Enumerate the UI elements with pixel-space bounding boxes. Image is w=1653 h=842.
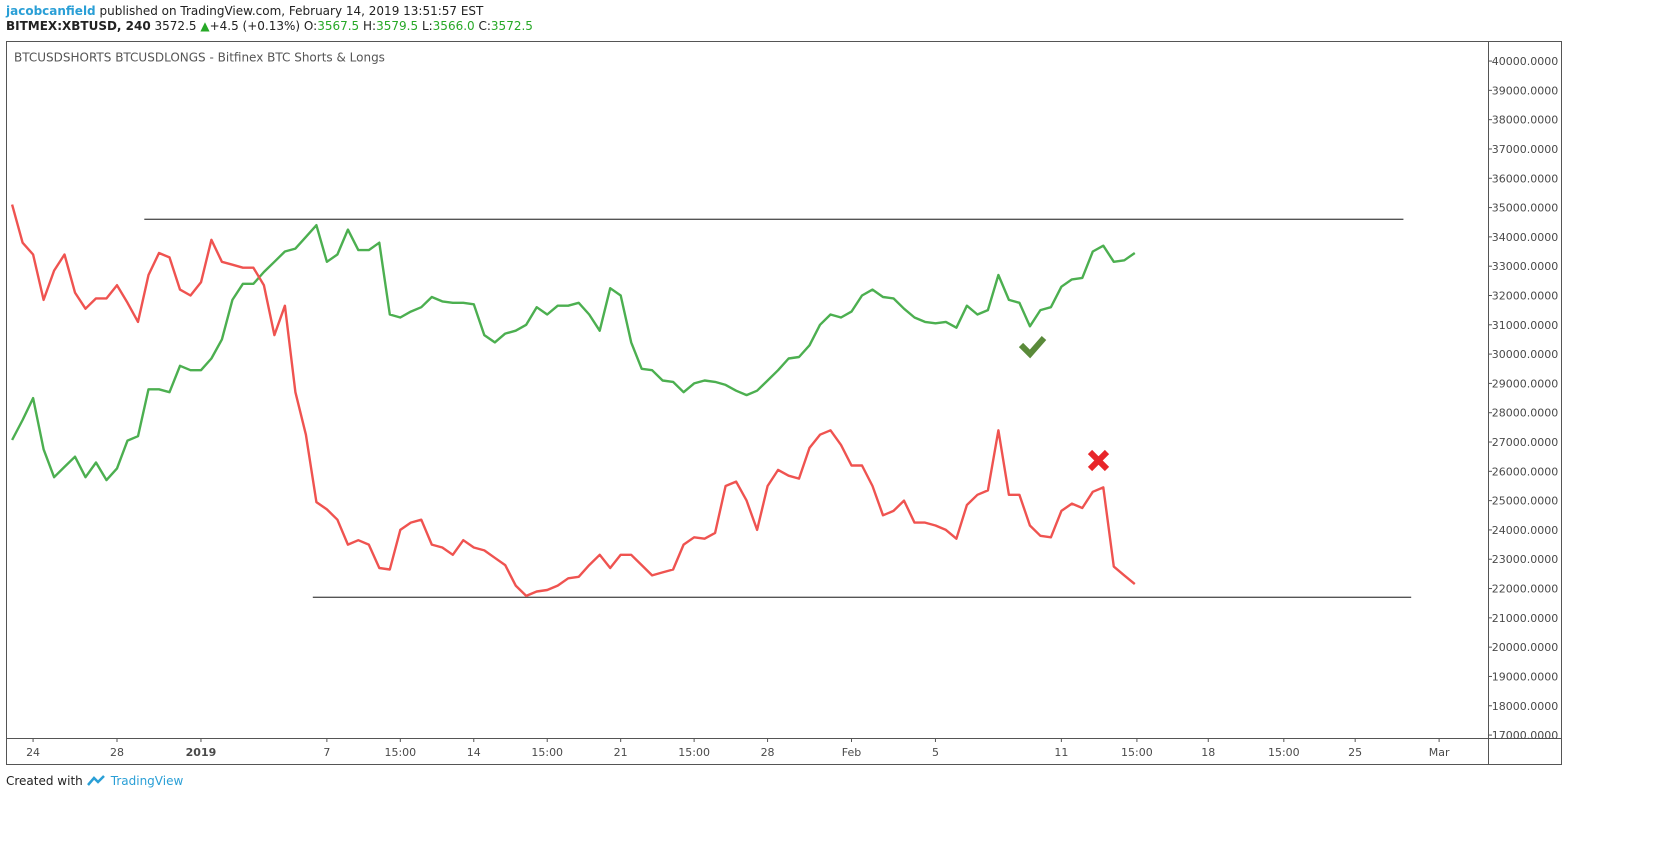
series-line <box>10 204 1136 598</box>
x-tick-label: 28 <box>110 746 124 759</box>
y-tick-label: 39000.0000 <box>1492 84 1558 97</box>
last-price: 3572.5 <box>154 19 197 33</box>
y-tick-label: 19000.0000 <box>1492 670 1558 683</box>
x-tick-label: 15:00 <box>531 746 563 759</box>
x-tick-label: 18 <box>1201 746 1215 759</box>
y-tick-label: 33000.0000 <box>1492 260 1558 273</box>
y-tick-label: 22000.0000 <box>1492 583 1558 596</box>
ohlc-label: C: <box>478 19 491 33</box>
y-tick-label: 36000.0000 <box>1492 172 1558 185</box>
x-tick-label: 7 <box>323 746 330 759</box>
y-tick-label: 20000.0000 <box>1492 641 1558 654</box>
x-tick-label: 28 <box>761 746 775 759</box>
change: +4.5 (+0.13%) <box>209 19 301 33</box>
author[interactable]: jacobcanfield <box>6 4 96 18</box>
cross-mark <box>1087 449 1110 472</box>
x-tick-label: Feb <box>842 746 861 759</box>
y-tick-label: 30000.0000 <box>1492 348 1558 361</box>
symbol-line: BITMEX:XBTUSD, 240 3572.5 ▲+4.5 (+0.13%)… <box>6 19 533 34</box>
plot-area <box>10 204 1412 598</box>
brand[interactable]: TradingView <box>110 774 184 788</box>
y-tick-label: 17000.0000 <box>1492 729 1558 742</box>
x-tick-label: 15:00 <box>678 746 710 759</box>
x-tick-label: 5 <box>932 746 939 759</box>
ohlc-label: O: <box>303 19 318 33</box>
ohlc-label: L: <box>421 19 433 33</box>
footer: Created with TradingView <box>6 774 183 788</box>
series-line <box>11 224 1136 482</box>
ohlc-value: 3566.0 <box>432 19 475 33</box>
y-tick-label: 34000.0000 <box>1492 231 1558 244</box>
x-tick-label: 15:00 <box>1121 746 1153 759</box>
x-tick-label: 2019 <box>186 746 217 759</box>
y-tick-label: 21000.0000 <box>1492 612 1558 625</box>
x-tick-label: 11 <box>1054 746 1068 759</box>
x-tick-label: 25 <box>1348 746 1362 759</box>
ohlc-value: 3572.5 <box>490 19 533 33</box>
ohlc-label: H: <box>363 19 377 33</box>
ohlc: O:3567.5 H:3579.5 L:3566.0 C:3572.5 <box>304 19 533 33</box>
y-tick-label: 32000.0000 <box>1492 289 1558 302</box>
header: jacobcanfield published on TradingView.c… <box>6 4 533 34</box>
x-tick-label: 15:00 <box>384 746 416 759</box>
y-tick-label: 18000.0000 <box>1492 700 1558 713</box>
y-tick-label: 23000.0000 <box>1492 553 1558 566</box>
frame <box>6 41 1562 765</box>
check-mark <box>1018 336 1047 359</box>
y-tick-label: 24000.0000 <box>1492 524 1558 537</box>
y-tick-label: 31000.0000 <box>1492 319 1558 332</box>
x-tick-label: 21 <box>614 746 628 759</box>
ohlc-value: 3567.5 <box>317 19 360 33</box>
symbol: BITMEX:XBTUSD, 240 <box>6 19 151 33</box>
x-tick-label: 14 <box>467 746 481 759</box>
chart-title: BTCUSDSHORTS BTCUSDLONGS - Bitfinex BTC … <box>14 51 385 65</box>
arrow: ▲ <box>200 19 210 33</box>
y-tick-label: 28000.0000 <box>1492 407 1558 420</box>
y-tick-label: 40000.0000 <box>1492 55 1558 68</box>
y-tick-label: 37000.0000 <box>1492 143 1558 156</box>
y-tick-label: 29000.0000 <box>1492 377 1558 390</box>
ohlc-value: 3579.5 <box>376 19 419 33</box>
y-tick-label: 27000.0000 <box>1492 436 1558 449</box>
x-tick-label: 15:00 <box>1268 746 1300 759</box>
publish-line: jacobcanfield published on TradingView.c… <box>6 4 533 19</box>
footer-text: Created with <box>6 774 83 788</box>
x-tick-label: Mar <box>1429 746 1450 759</box>
logo <box>86 775 105 786</box>
y-tick-label: 25000.0000 <box>1492 495 1558 508</box>
x-tick-label: 24 <box>26 746 40 759</box>
published: published on TradingView.com, February 1… <box>99 4 484 18</box>
y-tick-label: 38000.0000 <box>1492 114 1558 127</box>
y-tick-label: 35000.0000 <box>1492 202 1558 215</box>
y-tick-label: 26000.0000 <box>1492 465 1558 478</box>
